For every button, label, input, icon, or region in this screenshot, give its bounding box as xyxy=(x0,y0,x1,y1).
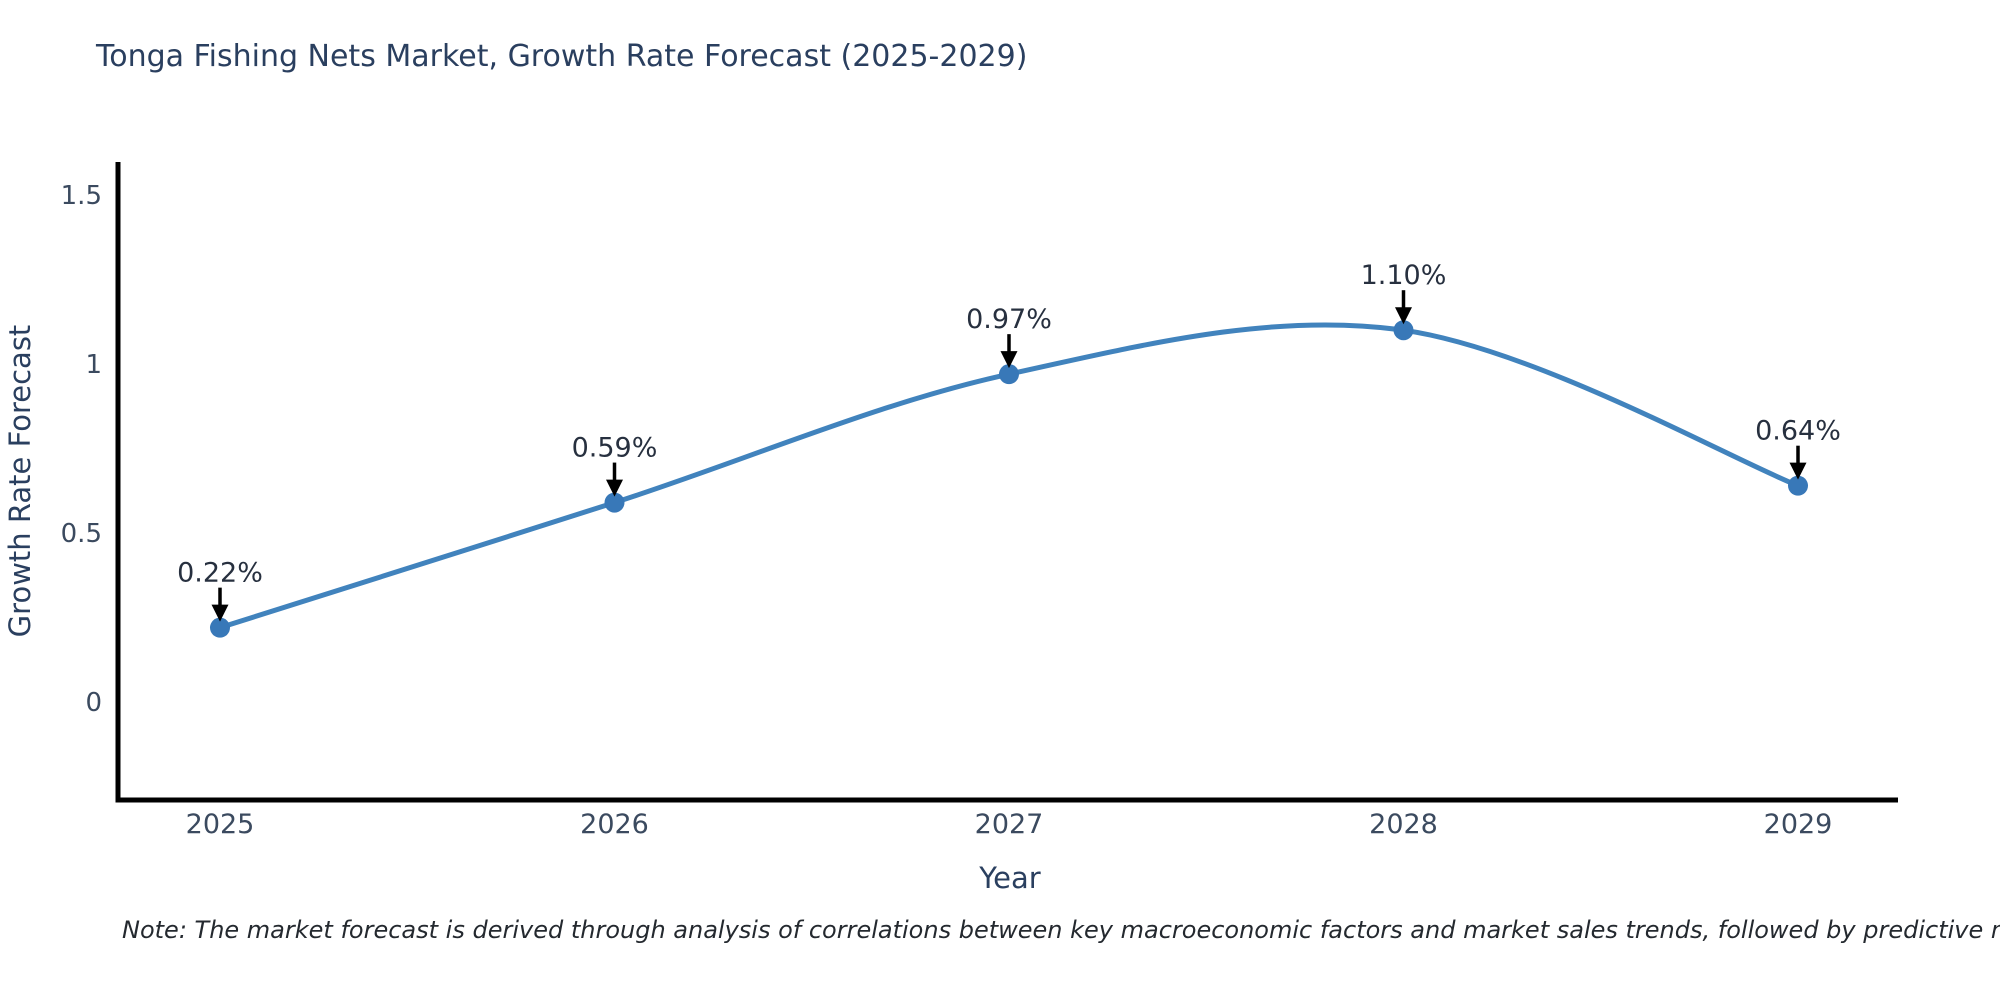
y-axis-tick-labels: 0 0.5 1 1.5 xyxy=(61,181,102,718)
x-tick-label: 2028 xyxy=(1369,809,1438,840)
footnote: Note: The market forecast is derived thr… xyxy=(122,916,2000,944)
data-point xyxy=(999,364,1019,385)
y-tick-label: 0.5 xyxy=(61,519,102,549)
data-point xyxy=(210,617,230,638)
data-point-label: 0.64% xyxy=(1755,416,1841,447)
y-tick-label: 1.5 xyxy=(61,181,102,211)
data-point-annotation: 0.64% xyxy=(1755,416,1841,480)
y-axis-title: Growth Rate Forecast xyxy=(3,325,37,638)
annotation-arrowhead-icon xyxy=(1789,462,1807,480)
chart-title: Tonga Fishing Nets Market, Growth Rate F… xyxy=(95,39,1027,74)
data-point-label: 1.10% xyxy=(1361,260,1447,291)
x-tick-label: 2025 xyxy=(186,809,255,840)
x-tick-label: 2026 xyxy=(580,809,649,840)
x-axis-title: Year xyxy=(978,861,1040,895)
data-point-label: 0.97% xyxy=(966,304,1052,335)
x-tick-label: 2029 xyxy=(1764,809,1833,840)
data-point-label: 0.22% xyxy=(177,558,263,589)
data-point xyxy=(604,492,625,513)
data-point-annotation: 0.22% xyxy=(177,558,263,622)
y-tick-label: 0 xyxy=(85,688,102,718)
data-point xyxy=(1788,475,1808,496)
data-point-label: 0.59% xyxy=(572,433,658,464)
data-point xyxy=(1393,320,1414,341)
data-point-markers xyxy=(210,320,1808,638)
annotation-arrowhead-icon xyxy=(1395,307,1412,325)
data-point-annotation: 0.97% xyxy=(966,304,1052,369)
data-point-annotation: 0.59% xyxy=(572,433,658,497)
y-tick-label: 1 xyxy=(85,350,102,380)
x-tick-label: 2027 xyxy=(975,809,1044,840)
data-point-annotation: 1.10% xyxy=(1361,260,1447,325)
data-point-annotations: 0.22% 0.59% 0.97% 1.10% 0.64% xyxy=(177,260,1841,622)
annotation-arrowhead-icon xyxy=(1000,351,1018,369)
annotation-arrowhead-icon xyxy=(606,479,623,497)
annotation-arrowhead-icon xyxy=(211,604,229,622)
x-axis-tick-labels: 2025 2026 2027 2028 2029 xyxy=(186,809,1833,840)
